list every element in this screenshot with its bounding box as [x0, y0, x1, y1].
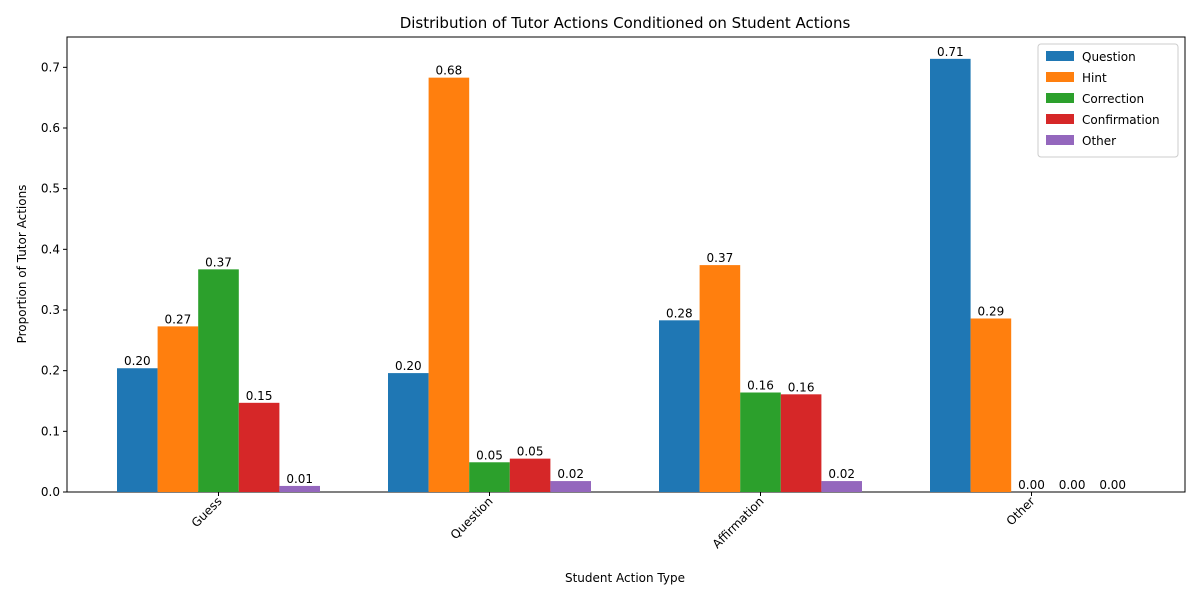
- bar-affirmation-hint: [699, 265, 741, 492]
- bar-value-label: 0.00: [1059, 478, 1086, 492]
- bar-value-label: 0.05: [517, 445, 544, 459]
- plot-area: [66, 36, 1186, 493]
- bar-value-label: 0.16: [747, 379, 774, 393]
- legend-swatch-other: [1046, 135, 1074, 145]
- bar-guess-other: [279, 485, 320, 492]
- legend-swatch-question: [1046, 51, 1074, 61]
- bar-value-label: 0.05: [476, 448, 503, 462]
- bar-value-label: 0.02: [557, 467, 584, 481]
- bar-affirmation-other: [821, 481, 862, 492]
- bar-other-question: [930, 58, 971, 493]
- y-tick-label: 0.2: [41, 364, 60, 378]
- bar-value-label: 0.68: [436, 64, 463, 78]
- y-tick-label: 0.5: [41, 182, 60, 196]
- bar-value-label: 0.02: [828, 467, 855, 481]
- bar-value-label: 0.29: [978, 304, 1005, 318]
- legend-label-other: Other: [1082, 134, 1116, 148]
- bars-group: [117, 58, 1012, 493]
- bar-affirmation-correction: [740, 392, 781, 492]
- bar-guess-hint: [157, 326, 199, 492]
- bar-value-label: 0.37: [707, 251, 734, 265]
- bar-question-correction: [469, 462, 510, 492]
- legend-label-confirmation: Confirmation: [1082, 113, 1160, 127]
- bar-value-label: 0.28: [666, 306, 693, 320]
- legend-label-question: Question: [1082, 50, 1136, 64]
- x-axis: Guess Question Affirmation Other: [189, 492, 1038, 551]
- bar-question-other: [550, 481, 591, 492]
- bar-value-label: 0.71: [937, 45, 964, 59]
- bar-value-label: 0.00: [1018, 478, 1045, 492]
- y-axis: 0.0 0.1 0.2 0.3 0.4 0.5 0.6 0.7: [41, 60, 67, 499]
- bar-guess-correction: [198, 269, 239, 492]
- bar-affirmation-question: [659, 320, 700, 492]
- x-tick-label-other: Other: [1004, 494, 1038, 528]
- y-tick-label: 0.3: [41, 303, 60, 317]
- chart-title: Distribution of Tutor Actions Conditione…: [400, 14, 851, 32]
- bar-labels-group: 0.20 0.27 0.37 0.15 0.01 0.20 0.68 0.05 0.05 0.02…: [124, 45, 1126, 492]
- bar-value-label: 0.01: [286, 472, 313, 486]
- bar-value-label: 0.20: [395, 359, 422, 373]
- bar-question-confirmation: [509, 458, 551, 492]
- y-tick-label: 0.6: [41, 121, 60, 135]
- x-axis-label: Student Action Type: [565, 571, 685, 585]
- legend-swatch-correction: [1046, 93, 1074, 103]
- legend-label-hint: Hint: [1082, 71, 1107, 85]
- plot-frame: [66, 36, 1186, 493]
- bar-affirmation-confirmation: [780, 394, 822, 492]
- bar-value-label: 0.00: [1099, 478, 1126, 492]
- legend: Question Hint Correction Confirmation Other: [1037, 43, 1179, 158]
- legend-swatch-hint: [1046, 72, 1074, 82]
- bar-question-question: [388, 373, 429, 492]
- legend-swatch-confirmation: [1046, 114, 1074, 124]
- bar-other-hint: [970, 318, 1012, 492]
- y-tick-label: 0.0: [41, 485, 60, 499]
- bar-guess-confirmation: [238, 402, 280, 492]
- x-tick-label-affirmation: Affirmation: [710, 494, 767, 551]
- legend-label-correction: Correction: [1082, 92, 1144, 106]
- bar-guess-question: [117, 368, 158, 492]
- bar-value-label: 0.27: [165, 312, 192, 326]
- bar-value-label: 0.15: [246, 389, 273, 403]
- bar-question-hint: [428, 77, 470, 492]
- x-tick-label-question: Question: [448, 494, 496, 542]
- y-tick-label: 0.1: [41, 424, 60, 438]
- bar-value-label: 0.16: [788, 380, 815, 394]
- y-axis-label: Proportion of Tutor Actions: [15, 185, 29, 344]
- y-tick-label: 0.7: [41, 60, 60, 74]
- x-tick-label-guess: Guess: [189, 494, 225, 530]
- y-tick-label: 0.4: [41, 242, 60, 256]
- bar-value-label: 0.20: [124, 354, 151, 368]
- bar-value-label: 0.37: [205, 255, 232, 269]
